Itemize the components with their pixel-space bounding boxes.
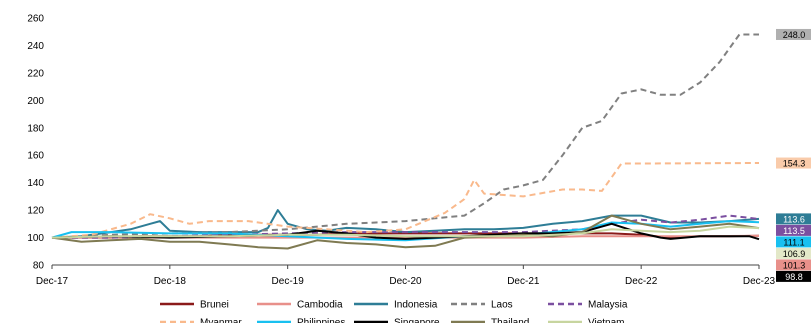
x-tick-label: Dec-19: [272, 276, 305, 287]
series-line-vietnam: [51, 225, 760, 239]
axes: 80 100 120 140 160 180 200 220 240 260 Dec-17 Dec-1…: [27, 14, 775, 288]
series-line-laos: [51, 33, 759, 239]
y-tick-label: 80: [33, 261, 45, 272]
legend-label: Vietnam: [588, 318, 625, 323]
y-tick-label: 220: [27, 68, 44, 79]
series-line-thailand: [51, 214, 760, 250]
legend-label: Philippines: [297, 318, 345, 323]
y-tick-label: 100: [27, 233, 44, 244]
end-label-box: [776, 270, 811, 282]
legend-label: Brunei: [200, 300, 229, 311]
x-tick-label: Dec-22: [625, 276, 658, 287]
end-label-box: [776, 28, 811, 40]
y-tick-label: 240: [27, 41, 44, 52]
y-tick-label: 140: [27, 178, 44, 189]
y-tick-label: 180: [27, 123, 44, 134]
legend-label: Myanmar: [200, 318, 242, 323]
series-line-malaysia: [52, 214, 760, 239]
x-tick-label: Dec-18: [154, 276, 187, 287]
legend-label: Singapore: [394, 318, 440, 323]
legend-label: Cambodia: [297, 300, 343, 311]
end-label-box: [776, 157, 811, 169]
end-label-text: 101.3: [783, 260, 806, 270]
x-tick-label: Dec-17: [36, 276, 69, 287]
y-tick-label: 160: [27, 151, 44, 162]
end-label-text: 98.8: [785, 272, 803, 282]
end-label-text: 106.9: [783, 249, 806, 259]
end-label-text: 248.0: [783, 30, 806, 40]
end-label-text: 111.1: [783, 237, 804, 247]
legend-label: Laos: [491, 300, 513, 311]
legend: Brunei Cambodia Indonesia Laos Malaysia Myanm…: [160, 300, 628, 323]
end-label-box: [776, 236, 811, 248]
end-label-box: [776, 259, 811, 271]
legend-label: Malaysia: [588, 300, 628, 311]
x-tick-label: Dec-23: [743, 276, 776, 287]
end-label-box: [776, 247, 811, 259]
legend-label: Thailand: [491, 318, 529, 323]
series-line-myanmar: [51, 162, 760, 239]
x-tick-label: Dec-20: [389, 276, 422, 287]
y-tick-label: 200: [27, 96, 44, 107]
end-label-text: 113.5: [783, 226, 805, 236]
end-label-box: [776, 224, 811, 236]
end-label-text: 113.6: [783, 214, 805, 224]
y-tick-label: 260: [27, 14, 44, 25]
end-label-box: [776, 213, 811, 225]
legend-label: Indonesia: [394, 300, 438, 311]
y-tick-label: 120: [27, 206, 44, 217]
x-tick-label: Dec-21: [507, 276, 540, 287]
end-label-text: 154.3: [783, 159, 806, 169]
series-layer: [51, 33, 760, 250]
